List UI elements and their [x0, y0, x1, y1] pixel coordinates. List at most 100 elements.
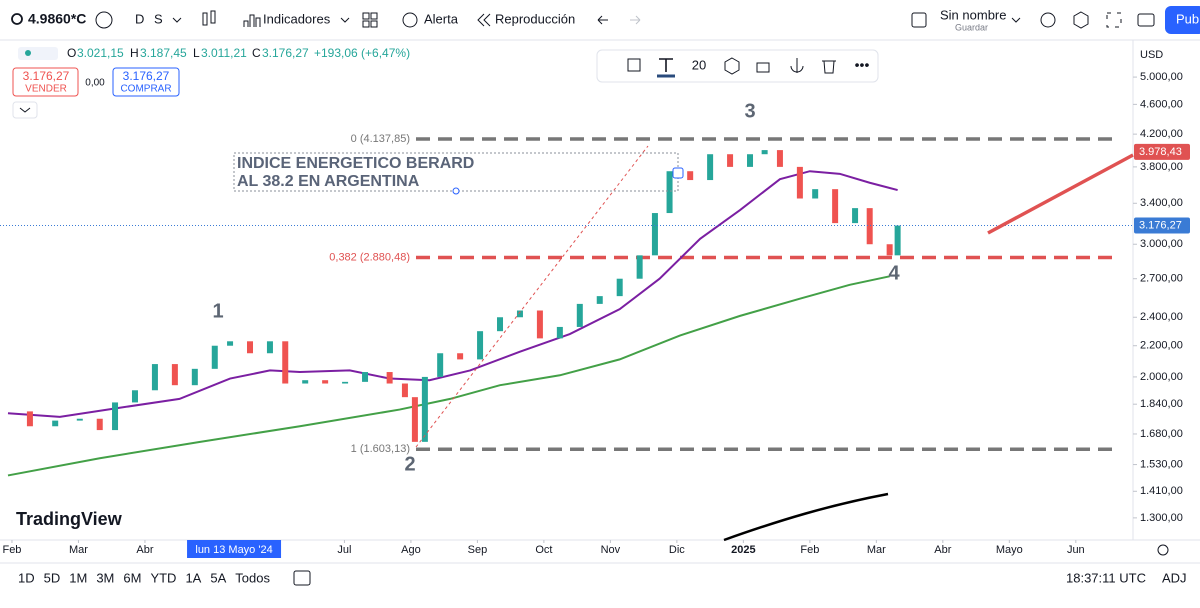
y-tick-label: 3.800,00 — [1140, 161, 1183, 173]
buy-price[interactable]: 3.176,27 — [123, 69, 170, 83]
y-tick-label: 1.530,00 — [1140, 458, 1183, 470]
lock-button[interactable] — [756, 62, 770, 73]
undo[interactable] — [597, 15, 608, 25]
publish-button[interactable] — [1165, 6, 1200, 34]
indicators-button[interactable]: Indicadores — [263, 11, 331, 26]
collapse[interactable] — [12, 101, 38, 119]
candle-icon — [210, 10, 216, 24]
dropdown[interactable] — [172, 17, 182, 23]
candle — [536, 310, 543, 339]
compare-button[interactable] — [95, 11, 113, 29]
sell-button[interactable] — [12, 67, 79, 97]
layout-icon[interactable] — [362, 12, 370, 20]
anchor-button[interactable] — [790, 58, 804, 73]
buy-label[interactable]: COMPRAR — [120, 84, 171, 95]
layout-icon — [362, 20, 370, 28]
layout-checkbox[interactable] — [911, 12, 927, 28]
dropdown[interactable] — [340, 17, 350, 23]
close: 3.176,27 — [262, 46, 309, 60]
range-button[interactable]: 5D — [44, 570, 61, 585]
low-key: L — [193, 46, 200, 60]
fullscreen[interactable] — [1106, 12, 1122, 28]
alert-icon[interactable] — [402, 12, 418, 28]
range-button[interactable]: 5A — [210, 570, 226, 585]
candle — [576, 303, 583, 327]
publish-label[interactable]: Publ — [1176, 11, 1200, 26]
price-tag-label: 3.176,27 — [1139, 219, 1182, 231]
buy-button[interactable] — [112, 67, 180, 97]
interval[interactable]: D — [135, 11, 144, 26]
search-icon[interactable] — [11, 13, 23, 25]
candle — [386, 372, 393, 384]
range-button[interactable]: YTD — [150, 570, 176, 585]
delete-button[interactable] — [822, 60, 836, 74]
layout-save[interactable]: Guardar — [955, 22, 988, 32]
date-range-button[interactable] — [293, 570, 311, 586]
settings[interactable] — [1073, 11, 1089, 29]
handle[interactable] — [452, 187, 460, 195]
range-button[interactable]: 1A — [185, 570, 201, 585]
range-button[interactable]: 1M — [69, 570, 87, 585]
y-tick-label: 2.000,00 — [1140, 371, 1183, 383]
axis-settings[interactable] — [1157, 544, 1169, 556]
layout-icon — [370, 12, 378, 20]
high-key: H — [130, 46, 139, 60]
range-button[interactable]: 1D — [18, 570, 35, 585]
moving-average — [7, 275, 890, 477]
candle — [76, 418, 83, 421]
candle — [616, 278, 623, 297]
candle — [457, 353, 464, 360]
candle — [651, 213, 658, 256]
alert-button[interactable]: Alerta — [424, 11, 459, 26]
x-tick-label: Sep — [468, 544, 488, 556]
brand: TradingView — [16, 509, 123, 529]
template-button[interactable] — [627, 58, 641, 72]
x-tick-label: Feb — [2, 544, 21, 556]
snapshot[interactable] — [1137, 13, 1155, 27]
legend-toggle[interactable] — [18, 47, 58, 60]
candle — [812, 189, 819, 199]
fib-label: 0,382 (2.880,48) — [329, 251, 410, 263]
candle — [266, 341, 273, 354]
candle — [477, 331, 484, 360]
text-color-button[interactable] — [659, 58, 673, 72]
candle — [852, 208, 859, 224]
candle-icon[interactable] — [202, 12, 208, 26]
dropdown[interactable] — [1011, 17, 1021, 23]
symbol[interactable]: 4.9860*C — [28, 11, 86, 27]
x-tick-label: Jun — [1067, 544, 1085, 556]
collapse-icon — [19, 107, 31, 113]
candle — [191, 368, 198, 386]
quick-search[interactable] — [1040, 12, 1056, 28]
y-tick-label: 4.600,00 — [1140, 98, 1183, 110]
candle — [886, 244, 893, 256]
candle — [761, 150, 768, 155]
handle[interactable] — [672, 167, 684, 179]
low: 3.011,21 — [201, 46, 247, 60]
adj-button[interactable]: ADJ — [1162, 570, 1187, 585]
annotation-line: INDICE ENERGETICO BERARD — [237, 155, 474, 172]
sell-price[interactable]: 3.176,27 — [23, 69, 70, 83]
replay-button[interactable]: Reproducción — [495, 11, 575, 26]
range-button[interactable]: 3M — [96, 570, 114, 585]
layout-name[interactable]: Sin nombre — [940, 7, 1006, 22]
candle — [596, 296, 603, 304]
x-tick-label: Dic — [669, 544, 685, 556]
indicators-icon — [243, 14, 261, 27]
candle — [437, 353, 444, 377]
sell-label[interactable]: VENDER — [25, 84, 67, 95]
range-button[interactable]: 6M — [123, 570, 141, 585]
y-tick-label: 1.300,00 — [1140, 512, 1183, 524]
candle — [776, 150, 783, 167]
settings-button[interactable] — [724, 57, 740, 75]
candle — [362, 372, 369, 382]
candle — [211, 345, 218, 369]
y-tick-label: 2.200,00 — [1140, 340, 1183, 352]
more-button[interactable]: ••• — [855, 57, 870, 73]
font-size[interactable]: 20 — [692, 57, 706, 72]
redo[interactable] — [630, 15, 641, 25]
range-button[interactable]: Todos — [235, 570, 270, 585]
x-tick-label: Mar — [867, 544, 886, 556]
style[interactable]: S — [154, 11, 163, 26]
